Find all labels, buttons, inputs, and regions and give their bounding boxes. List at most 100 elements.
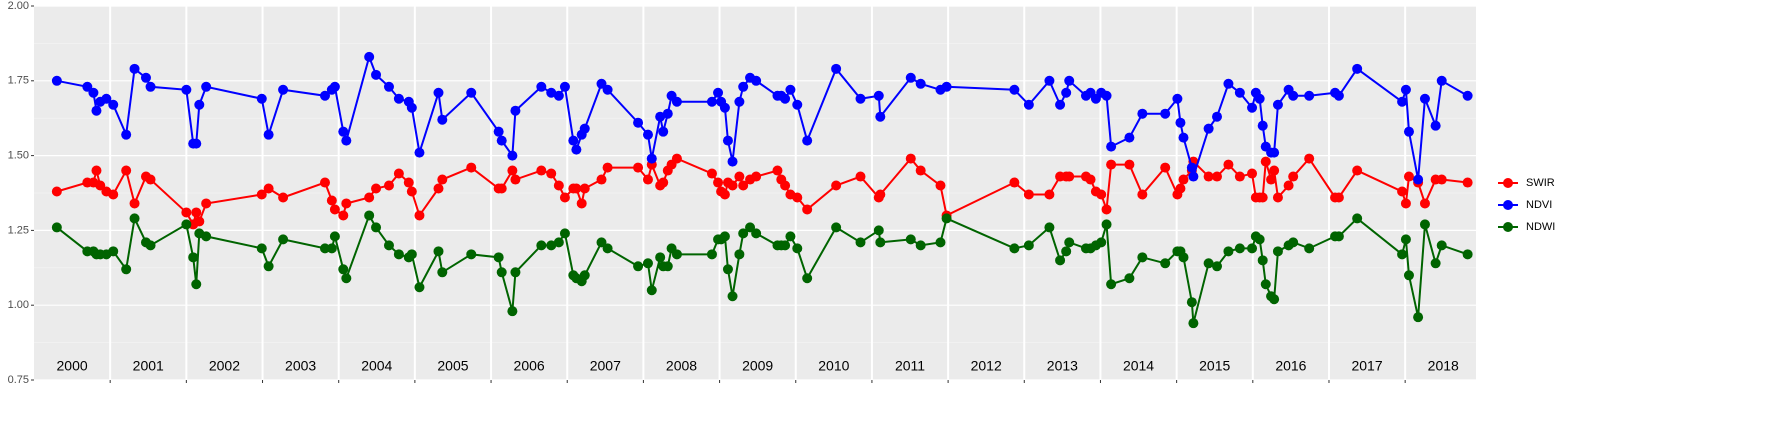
point xyxy=(1175,183,1186,194)
point xyxy=(1106,159,1117,170)
point xyxy=(1272,192,1283,203)
point xyxy=(507,165,518,176)
point xyxy=(855,171,866,182)
point xyxy=(745,222,756,233)
point xyxy=(1272,246,1283,257)
legend-label: SWIR xyxy=(1526,177,1555,189)
point xyxy=(576,198,587,209)
point xyxy=(1413,174,1424,185)
y-tick-label: 0.75 xyxy=(8,374,29,386)
point xyxy=(568,135,579,146)
point xyxy=(1234,171,1245,182)
point xyxy=(1288,90,1299,101)
point xyxy=(437,174,448,185)
point xyxy=(772,165,783,176)
point xyxy=(559,192,570,203)
year-label: 2018 xyxy=(1428,358,1459,374)
point xyxy=(341,135,352,146)
point xyxy=(1397,186,1408,197)
point xyxy=(722,135,733,146)
point xyxy=(1064,75,1075,86)
point xyxy=(1096,189,1107,200)
point xyxy=(553,237,564,248)
point xyxy=(51,222,62,233)
point xyxy=(1352,165,1363,176)
point xyxy=(1436,75,1447,86)
year-label: 2005 xyxy=(437,358,468,374)
point xyxy=(855,237,866,248)
point xyxy=(727,291,738,302)
point xyxy=(82,81,93,92)
point xyxy=(493,252,504,263)
point xyxy=(1257,120,1268,131)
point xyxy=(1101,219,1112,230)
point xyxy=(191,207,202,218)
point xyxy=(738,180,749,191)
point xyxy=(1234,243,1245,254)
point xyxy=(662,261,673,272)
point xyxy=(1203,123,1214,134)
point xyxy=(579,270,590,281)
point xyxy=(406,249,417,260)
point xyxy=(662,108,673,119)
point xyxy=(738,228,749,239)
point xyxy=(1044,75,1055,86)
year-label: 2008 xyxy=(666,358,697,374)
point xyxy=(1269,165,1280,176)
point xyxy=(371,69,382,80)
point xyxy=(1254,234,1265,245)
y-tick-label: 1.50 xyxy=(8,150,29,162)
point xyxy=(671,96,682,107)
point xyxy=(802,204,813,215)
point xyxy=(108,246,119,257)
point xyxy=(1436,174,1447,185)
point xyxy=(1023,99,1034,110)
point xyxy=(145,240,156,251)
point xyxy=(414,147,425,158)
point xyxy=(1266,174,1277,185)
point xyxy=(393,168,404,179)
point xyxy=(1403,171,1414,182)
year-label: 2017 xyxy=(1351,358,1382,374)
point xyxy=(319,243,330,254)
point xyxy=(1096,237,1107,248)
year-label: 2006 xyxy=(514,358,545,374)
year-label: 2016 xyxy=(1275,358,1306,374)
year-label: 2015 xyxy=(1199,358,1230,374)
point xyxy=(935,237,946,248)
point xyxy=(579,123,590,134)
point xyxy=(201,81,212,92)
point xyxy=(780,240,791,251)
point xyxy=(658,177,669,188)
point xyxy=(719,231,730,242)
point xyxy=(1283,180,1294,191)
point xyxy=(263,183,274,194)
point xyxy=(1101,90,1112,101)
point xyxy=(559,228,570,239)
point xyxy=(855,93,866,104)
point xyxy=(1137,252,1148,263)
point xyxy=(338,126,349,137)
point xyxy=(633,261,644,272)
point xyxy=(642,174,653,185)
point xyxy=(364,192,375,203)
point xyxy=(727,180,738,191)
point xyxy=(655,252,666,263)
point xyxy=(642,258,653,269)
point xyxy=(1400,234,1411,245)
point xyxy=(1009,243,1020,254)
point xyxy=(734,249,745,260)
point xyxy=(194,216,205,227)
point xyxy=(1178,174,1189,185)
point xyxy=(1397,249,1408,260)
point xyxy=(1403,270,1414,281)
point xyxy=(792,243,803,254)
point xyxy=(188,252,199,263)
point xyxy=(341,198,352,209)
point xyxy=(875,189,886,200)
point xyxy=(905,234,916,245)
point xyxy=(1403,126,1414,137)
point xyxy=(433,183,444,194)
point xyxy=(596,237,607,248)
point xyxy=(338,210,349,221)
